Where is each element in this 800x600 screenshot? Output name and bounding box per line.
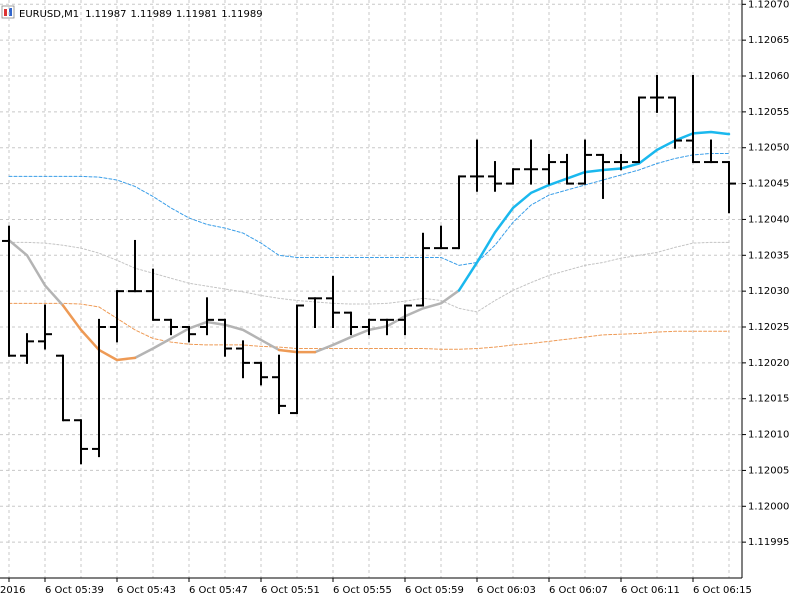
chart-title: EURUSD,M1: [19, 9, 79, 20]
ohlc-bar: [272, 354, 286, 415]
ohlc-bar: [2, 225, 16, 357]
indicator-line: [457, 130, 731, 292]
ohlc-bar: [20, 333, 34, 364]
y-tick-label: 1.12015: [748, 394, 789, 405]
ohlc-bar: [236, 340, 250, 379]
y-tick-label: 1.12035: [748, 250, 789, 261]
ohlc-bar: [632, 96, 646, 164]
header-close: 1.11989: [221, 9, 262, 20]
indicator-line: [8, 302, 730, 350]
x-tick-label: 6 Oct 06:03: [477, 585, 536, 596]
icon-bar: [9, 8, 12, 16]
y-tick-label: 1.12010: [748, 430, 789, 441]
ohlc-bar: [452, 175, 466, 250]
x-tick-label: 6 Oct 05:43: [117, 585, 176, 596]
ohlc-bar: [146, 268, 160, 321]
x-tick-label: 6 Oct 05:39: [45, 585, 104, 596]
icon-frame: [1, 5, 15, 19]
ohlc-bar: [470, 139, 484, 192]
y-tick-label: 1.12030: [748, 286, 789, 297]
ohlc-bar: [362, 318, 376, 336]
ohlc-bar: [74, 419, 88, 465]
y-tick-label: 1.12060: [748, 71, 789, 82]
y-tick-label: 1.12000: [748, 501, 789, 512]
ohlc-bar: [398, 304, 412, 336]
y-tick-label: 1.12065: [748, 35, 789, 46]
header-open: 1.11987: [85, 9, 126, 20]
ohlc-bar: [182, 326, 196, 343]
ohlc-bar: [704, 139, 718, 164]
ohlc-bar: [92, 318, 106, 458]
y-tick-label: 1.11995: [748, 537, 789, 548]
x-tick-label: 6 Oct 06:07: [549, 585, 608, 596]
ohlc-bar: [416, 232, 430, 307]
ohlc-bar: [560, 153, 574, 185]
y-tick-label: 1.12020: [748, 358, 789, 369]
y-tick-label: 1.12005: [748, 465, 789, 476]
ohlc-bar: [686, 75, 700, 164]
ohlc-bar: [434, 225, 448, 250]
ohlc-bar: [164, 318, 178, 336]
ohlc-bar: [326, 275, 340, 329]
y-tick-label: 1.12045: [748, 179, 789, 190]
ohlc-bar: [344, 311, 358, 336]
x-tick-label: 6 Oct 05:59: [405, 585, 464, 596]
icon-bar: [4, 9, 7, 16]
ohlc-bar: [128, 239, 142, 293]
header-low: 1.11981: [176, 9, 217, 20]
ohlc-bar: [524, 139, 538, 185]
indicator-line: [8, 241, 730, 313]
ohlc-bar: [380, 318, 394, 336]
x-tick-label: 6 Oct 05:47: [189, 585, 248, 596]
header-high: 1.11989: [130, 9, 171, 20]
y-tick-label: 1.12055: [748, 107, 789, 118]
x-tick-label: 6 Oct 06:11: [621, 585, 680, 596]
y-tick-label: 1.12070: [748, 0, 789, 10]
ohlc-bar: [650, 75, 664, 113]
ohlc-bar: [110, 290, 124, 343]
x-tick-label: 6 Oct 05:51: [261, 585, 320, 596]
indicator-line: [8, 152, 730, 266]
ohlc-bar: [488, 161, 502, 192]
ohlc-bar: [308, 297, 322, 329]
ohlc-bar: [56, 354, 70, 422]
x-tick-label: 6 Oct 06:15: [693, 585, 752, 596]
ohlc-bar: [578, 139, 592, 185]
x-tick-label: 2016: [0, 585, 25, 596]
ohlc-bar: [200, 297, 214, 336]
y-tick-label: 1.12040: [748, 214, 789, 225]
y-tick-label: 1.12050: [748, 143, 789, 154]
y-tick-label: 1.12025: [748, 322, 789, 333]
ohlc-bar: [254, 361, 268, 386]
ohlc-bar: [722, 161, 736, 214]
chart-header: EURUSD,M1 1.11987 1.11989 1.11981 1.11989: [19, 9, 263, 20]
symbol-icon: [1, 5, 15, 19]
ohlc-bar: [38, 304, 52, 350]
x-tick-label: 6 Oct 05:55: [333, 585, 392, 596]
ohlc-bar: [596, 153, 610, 199]
ohlc-bar: [668, 96, 682, 149]
ohlc-bar: [542, 153, 556, 185]
ohlc-bar: [614, 153, 628, 171]
ohlc-bar: [290, 304, 304, 415]
ohlc-bar: [506, 168, 520, 185]
ohlc-bar: [218, 318, 232, 357]
